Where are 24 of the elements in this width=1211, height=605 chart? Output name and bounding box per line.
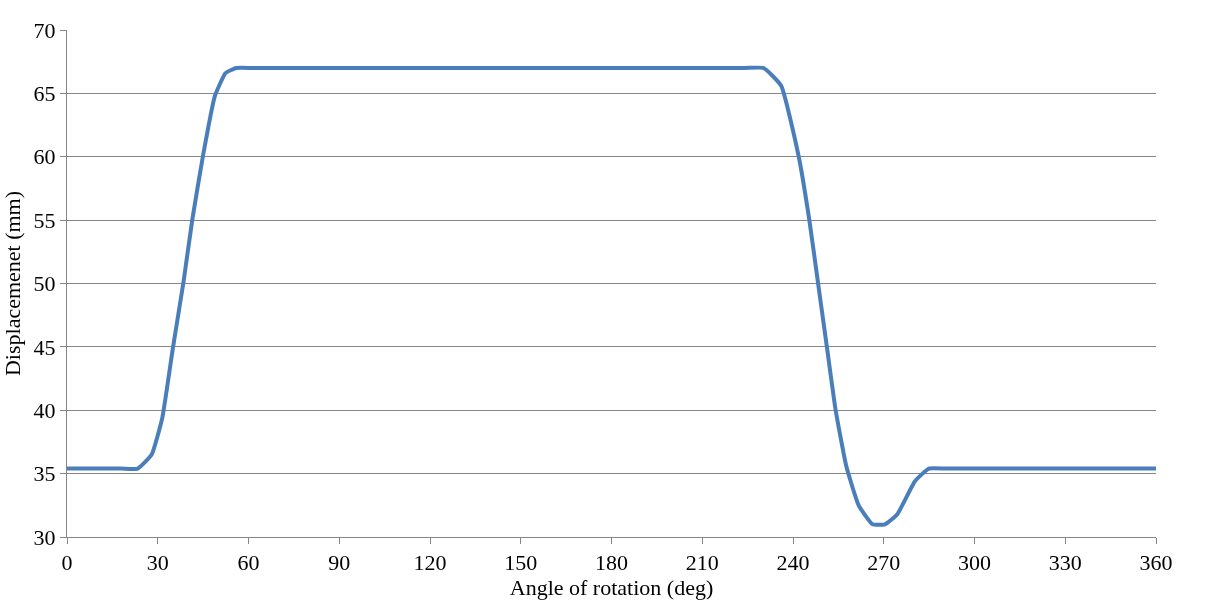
x-tick-label: 0 [61,550,73,576]
y-tick-label: 60 [33,144,56,170]
y-tick-label: 50 [33,271,56,297]
y-tick-label: 30 [33,524,56,550]
x-tick-label: 300 [958,550,991,576]
y-tick-label: 45 [33,334,56,360]
x-axis-title: Angle of rotation (deg) [509,575,714,601]
y-axis-title: Displacemenet (mm) [0,190,25,377]
x-tick-label: 270 [867,550,901,576]
y-tick-label: 40 [33,397,56,423]
x-tick-label: 30 [146,550,169,576]
x-tick-label: 150 [504,550,538,576]
x-tick-label: 60 [237,550,260,576]
x-tick-label: 90 [328,550,351,576]
y-tick-label: 35 [33,461,56,487]
x-tick-label: 240 [776,550,810,576]
x-tick-label: 180 [595,550,628,576]
x-tick-label: 330 [1048,550,1082,576]
x-tick-label: 360 [1139,550,1173,576]
x-tick-label: 120 [413,550,447,576]
y-tick-label: 65 [33,81,56,107]
y-tick-label: 55 [33,207,56,233]
x-tick-label: 210 [685,550,719,576]
y-tick-label: 70 [33,17,56,43]
